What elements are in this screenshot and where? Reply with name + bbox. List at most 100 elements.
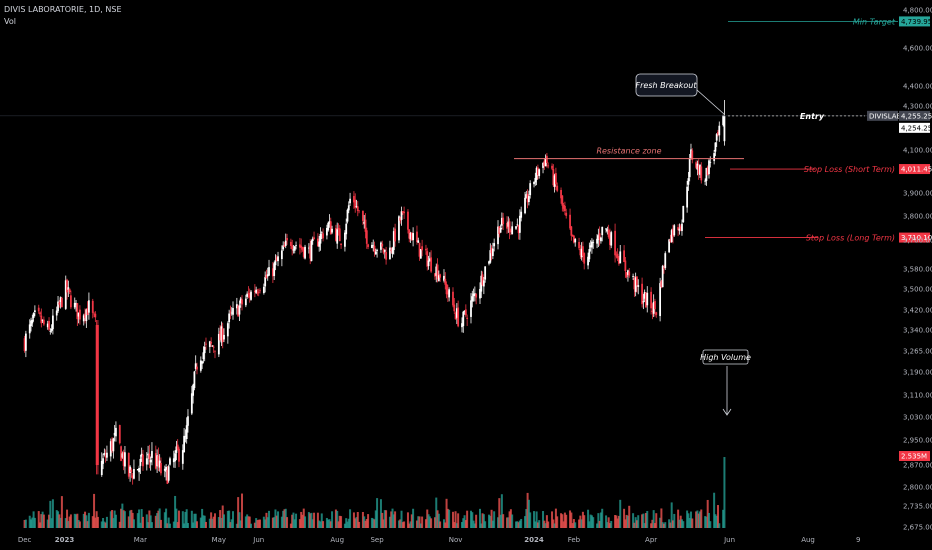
candle-body — [50, 328, 53, 331]
candle-body — [479, 288, 481, 299]
high-volume-box — [702, 349, 749, 365]
candle-body — [344, 232, 346, 247]
volume-bar — [652, 510, 655, 528]
volume-bar — [313, 512, 316, 528]
volume-bar — [388, 516, 391, 528]
volume-bar — [219, 510, 222, 528]
candle-body — [32, 313, 35, 318]
volume-bar — [446, 508, 449, 528]
volume-bar — [562, 521, 565, 528]
candle-body — [488, 261, 490, 264]
candle-body — [217, 333, 220, 355]
candle-body — [202, 352, 205, 360]
volume-bar — [275, 515, 278, 528]
candle-body — [646, 292, 649, 306]
candle-body — [399, 217, 402, 221]
candle-body — [223, 334, 225, 340]
candle-body — [23, 338, 26, 351]
candle-body — [246, 293, 249, 297]
candle-body — [439, 274, 442, 278]
volume-bar — [520, 518, 523, 528]
volume-bar — [628, 505, 631, 528]
candle-body — [253, 290, 256, 293]
volume-bar — [515, 521, 518, 528]
volume-bar — [490, 509, 493, 528]
candle-body — [700, 166, 703, 181]
candle-body — [571, 234, 574, 237]
volume-bar — [538, 520, 541, 528]
candle-body — [457, 307, 460, 327]
candle-body — [547, 165, 550, 167]
candle-body — [247, 293, 250, 295]
volume-bar — [391, 508, 394, 528]
candle-body — [605, 228, 607, 230]
volume-bar — [374, 510, 377, 528]
volume-bar — [661, 522, 664, 528]
volume-bar — [646, 510, 649, 528]
candle-body — [313, 237, 315, 240]
last-price-text: 4,254.25 — [901, 124, 932, 132]
candle-body — [317, 238, 319, 247]
volume-bar — [141, 516, 144, 528]
volume-bar — [716, 505, 719, 528]
candle-body — [552, 169, 555, 186]
volume-bar — [390, 511, 393, 528]
candle-body — [475, 294, 478, 298]
candle-body — [145, 458, 148, 465]
candle-body — [103, 453, 106, 455]
volume-bar — [210, 512, 213, 528]
candle-body — [435, 266, 438, 276]
candle-body — [601, 226, 604, 236]
candle-body — [690, 149, 692, 159]
volume-bar — [545, 515, 548, 528]
volume-bar — [148, 510, 151, 528]
volume-bar — [302, 508, 305, 528]
volume-bar — [363, 516, 366, 528]
volume-bar — [352, 512, 355, 528]
volume-bar — [208, 518, 211, 528]
volume-bar — [265, 512, 268, 528]
candle-body — [500, 217, 503, 226]
volume-bar — [625, 514, 628, 528]
volume-bar — [39, 522, 42, 528]
candle-body — [641, 283, 643, 305]
candle-body — [104, 455, 107, 458]
candle-body — [262, 286, 265, 294]
volume-bar — [489, 515, 492, 528]
candle-body — [643, 292, 646, 299]
volume-bar — [623, 508, 626, 528]
volume-bar — [325, 517, 328, 528]
volume-bar — [222, 514, 225, 528]
volume-bar — [610, 520, 613, 528]
candle-body — [194, 363, 197, 369]
volume-bar — [100, 521, 103, 528]
stop-long-tag-box — [899, 232, 930, 243]
volume-bar — [516, 521, 519, 528]
volume-bar — [399, 519, 402, 528]
candle-body — [615, 255, 618, 257]
candle-body — [237, 305, 240, 317]
candle-body — [241, 299, 243, 305]
candle-body — [381, 243, 384, 247]
candle-body — [688, 158, 691, 178]
volume-bar — [376, 498, 379, 528]
candle-body — [238, 305, 241, 315]
candle-body — [300, 245, 303, 248]
candle-body — [31, 319, 34, 324]
axes: 4,800.00 4,600.00 4,400.00 4,300.00 4,100.00… — [18, 7, 932, 545]
volume-bar — [346, 521, 349, 528]
candle-body — [274, 260, 277, 266]
candle-body — [61, 297, 63, 308]
candle-body — [40, 315, 43, 324]
candle-body — [355, 206, 358, 207]
volume-bar — [608, 523, 611, 528]
volume-bar — [175, 508, 178, 528]
volume-bar — [670, 502, 673, 528]
volume-bar — [95, 511, 98, 528]
candle-body — [51, 315, 54, 330]
candle-body — [265, 274, 268, 278]
volume-bar — [379, 499, 382, 528]
volume-bar — [194, 513, 197, 528]
candle-body — [518, 215, 521, 233]
